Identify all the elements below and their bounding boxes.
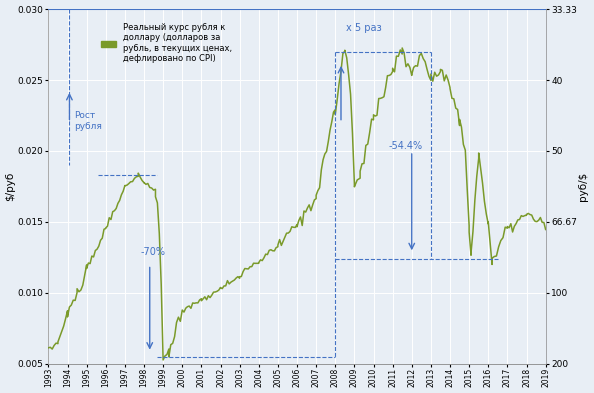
Text: -70%: -70%: [140, 248, 165, 257]
Y-axis label: руб/$: руб/$: [579, 172, 589, 201]
Legend: Реальный курс рубля к
доллару (долларов за
рубль, в текущих ценах,
дефлировано п: Реальный курс рубля к доллару (долларов …: [98, 20, 236, 66]
Y-axis label: $/руб: $/руб: [5, 172, 15, 201]
Text: -54.4%: -54.4%: [389, 141, 423, 151]
Text: х 5 раз: х 5 раз: [346, 23, 381, 33]
Text: Рост
рубля: Рост рубля: [74, 111, 102, 131]
